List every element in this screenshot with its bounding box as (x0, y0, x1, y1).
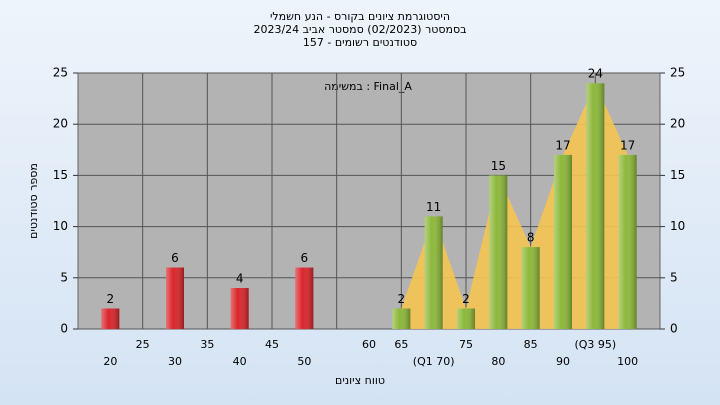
value-label: 17 (555, 138, 570, 152)
x-tick-label: 65 (394, 338, 408, 351)
bar-shade (521, 247, 540, 329)
y-tick-label: 10 (53, 219, 68, 233)
value-label: 2 (462, 292, 470, 306)
y2-tick-label: 15 (670, 168, 685, 182)
annotation: במשימה : Final_A (324, 80, 412, 93)
y2-tick-label: 5 (670, 270, 678, 284)
x-tick-label: 75 (459, 338, 473, 351)
y-tick-label: 5 (60, 270, 68, 284)
bar-shade (166, 267, 184, 329)
x-tick-label: 85 (524, 338, 538, 351)
value-label: 8 (527, 231, 535, 245)
chart-title: היסטוגרמת ציונים בקורס - הנע חשמלי (270, 10, 450, 23)
bar-shade (424, 216, 443, 329)
bar-shade (457, 308, 475, 329)
x-tick-label: 80 (491, 355, 505, 368)
x-tick-label: 50 (297, 355, 311, 368)
x-tick-label: (Q3 95) (574, 338, 616, 351)
y-tick-label: 0 (60, 322, 68, 336)
value-label: 4 (236, 272, 244, 286)
bar-shade (101, 308, 120, 329)
y-tick-label: 15 (53, 168, 68, 182)
x-tick-label: 25 (136, 338, 150, 351)
bar-shade (586, 83, 605, 330)
bar-shade (618, 154, 637, 329)
value-label: 6 (301, 251, 309, 265)
value-label: 17 (620, 138, 635, 152)
x-axis-label: טווח ציונים (335, 374, 385, 387)
x-tick-label: 30 (168, 355, 182, 368)
y2-tick-label: 20 (670, 117, 685, 131)
x-tick-label: 40 (233, 355, 247, 368)
bar-shade (295, 267, 314, 329)
value-label: 11 (426, 200, 441, 214)
value-label: 2 (107, 292, 115, 306)
x-tick-label: 90 (556, 355, 570, 368)
y2-tick-label: 0 (670, 322, 678, 336)
subtitle: בסמסטר (02/2023) סמסטר אביב 2023/24 (253, 23, 466, 36)
bar-shade (554, 154, 572, 329)
value-label: 24 (588, 67, 603, 81)
x-tick-label: 35 (200, 338, 214, 351)
x-tick-label: 60 (362, 338, 376, 351)
x-tick-label: (Q1 70) (413, 355, 455, 368)
bar-shade (230, 288, 249, 329)
y2-tick-label: 25 (670, 66, 685, 80)
subtitle: סטודנטים רשומים - 157 (303, 36, 417, 49)
value-label: 6 (171, 251, 179, 265)
y-axis-label: מספר סטודנטים (27, 163, 40, 239)
y-tick-label: 20 (53, 117, 68, 131)
value-label: 2 (398, 292, 406, 306)
bar-shade (489, 175, 508, 329)
x-tick-label: 20 (103, 355, 117, 368)
x-tick-label: 45 (265, 338, 279, 351)
y2-tick-label: 10 (670, 219, 685, 233)
bar-shade (392, 308, 411, 329)
value-label: 15 (491, 159, 506, 173)
y-tick-label: 25 (53, 66, 68, 80)
x-tick-label: 100 (617, 355, 638, 368)
